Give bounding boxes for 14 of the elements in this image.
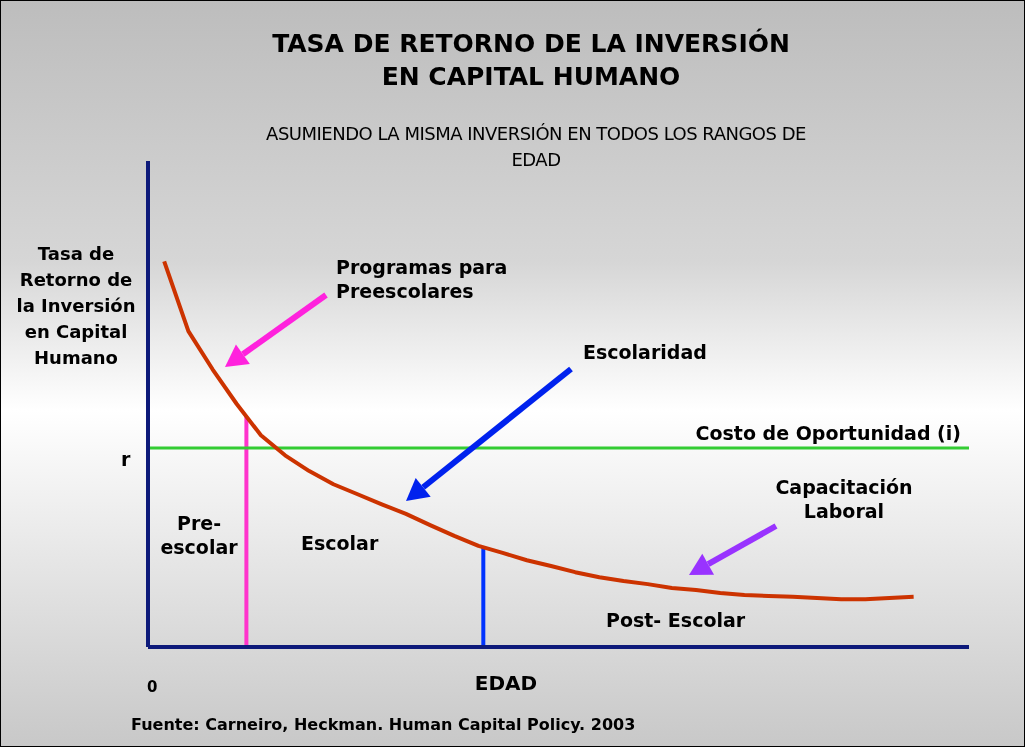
ref-line-label: Costo de Oportunidad (i) xyxy=(695,421,961,444)
text: r xyxy=(121,447,132,471)
y-axis-title: Tasa de Retorno de la Inversión en Capital Humano xyxy=(15,242,137,370)
source-note: Fuente: Carneiro, Heckman. Human Capital Policy. 2003 xyxy=(131,714,637,736)
chart-title: TASA DE RETORNO DE LA INVERSIÓN EN CAPITAL HUMANO xyxy=(271,27,791,93)
annotation: Programas para Preescolares xyxy=(336,255,509,303)
annotation: Post- Escolar xyxy=(606,608,747,632)
annotation: Capacitación Laboral xyxy=(774,475,914,523)
annotation: Escolaridad xyxy=(583,340,708,364)
chart-subtitle: ASUMIENDO LA MISMA INVERSIÓN EN TODOS LOS RANGOS DE EDAD xyxy=(265,122,807,172)
text: 0 xyxy=(147,677,159,698)
annotation: Escolar xyxy=(301,531,380,555)
annotation: Pre-escolar xyxy=(159,511,239,559)
x-axis-title: EDAD xyxy=(473,671,539,695)
